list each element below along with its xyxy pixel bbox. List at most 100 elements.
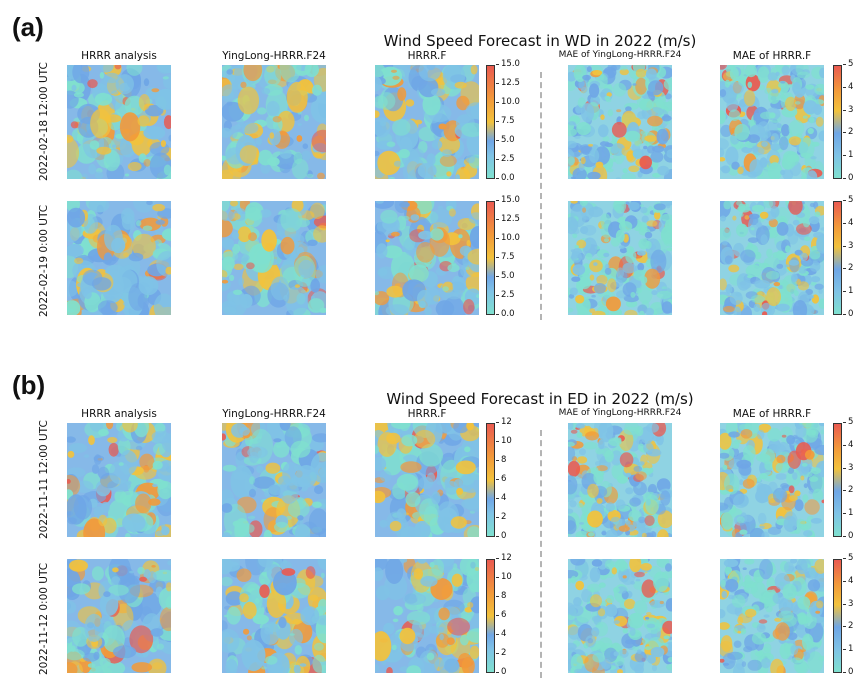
field-blob bbox=[772, 487, 788, 503]
field-blob bbox=[110, 576, 121, 587]
field-blob bbox=[108, 584, 129, 596]
field-blob bbox=[748, 120, 755, 127]
field-blob bbox=[743, 646, 753, 653]
field-blob bbox=[157, 65, 171, 73]
field-blob bbox=[648, 205, 653, 211]
field-blob bbox=[625, 106, 632, 112]
field-blob bbox=[383, 622, 395, 635]
field-blob bbox=[645, 616, 650, 620]
field-blob bbox=[375, 291, 390, 306]
field-blob bbox=[797, 596, 811, 610]
field-blob bbox=[597, 300, 606, 307]
field-blob bbox=[317, 172, 325, 179]
field-blob bbox=[467, 602, 474, 609]
field-blob bbox=[739, 212, 744, 217]
field-blob bbox=[129, 570, 134, 574]
field-blob bbox=[67, 600, 77, 614]
field-blob bbox=[628, 201, 640, 211]
column-title: MAE of YingLong-HRRR.F24 bbox=[558, 408, 682, 418]
field-blob bbox=[107, 437, 118, 443]
field-blob bbox=[470, 596, 479, 614]
field-blob bbox=[273, 438, 282, 443]
field-blob bbox=[780, 81, 786, 84]
field-blob bbox=[274, 521, 289, 533]
field-blob bbox=[608, 437, 622, 447]
field-blob bbox=[226, 606, 241, 625]
field-blob bbox=[145, 105, 164, 117]
field-blob bbox=[652, 664, 657, 672]
field-blob bbox=[82, 269, 103, 286]
field-blob bbox=[280, 561, 292, 570]
field-blob bbox=[615, 499, 626, 510]
field-blob bbox=[792, 82, 801, 94]
field-blob bbox=[426, 153, 436, 166]
field-blob bbox=[661, 286, 668, 290]
field-blob bbox=[810, 517, 823, 524]
field-blob bbox=[423, 505, 439, 526]
field-blob bbox=[155, 219, 166, 225]
field-blob bbox=[616, 109, 622, 113]
field-blob bbox=[645, 307, 655, 315]
column-title: HRRR analysis bbox=[81, 408, 157, 420]
field-blob bbox=[222, 620, 228, 632]
field-blob bbox=[114, 65, 122, 70]
field-blob bbox=[634, 138, 642, 147]
field-blob bbox=[241, 122, 259, 134]
field-blob bbox=[233, 289, 243, 295]
field-blob bbox=[380, 209, 398, 224]
field-blob bbox=[248, 232, 257, 242]
field-blob bbox=[791, 273, 798, 283]
field-blob bbox=[241, 639, 266, 672]
field-blob bbox=[573, 597, 582, 607]
field-blob bbox=[809, 249, 821, 260]
field-blob bbox=[406, 665, 422, 673]
field-blob bbox=[742, 478, 755, 489]
field-blob bbox=[587, 583, 601, 593]
field-blob bbox=[640, 206, 648, 214]
field-blob bbox=[476, 294, 479, 298]
field-blob bbox=[152, 460, 163, 470]
field-blob bbox=[728, 264, 740, 273]
field-blob bbox=[447, 617, 470, 636]
field-blob bbox=[416, 242, 435, 263]
field-blob bbox=[375, 201, 384, 204]
field-blob bbox=[69, 559, 88, 572]
field-blob bbox=[663, 78, 672, 91]
field-blob bbox=[617, 474, 628, 484]
field-blob bbox=[810, 473, 824, 492]
field-blob bbox=[398, 148, 410, 159]
chart-title: Wind Speed Forecast in ED in 2022 (m/s) bbox=[386, 390, 694, 408]
colorbar-tick-label: 0 bbox=[842, 531, 854, 541]
field-blob bbox=[604, 95, 611, 101]
field-blob bbox=[630, 581, 635, 585]
field-blob bbox=[159, 606, 171, 632]
field-blob bbox=[640, 563, 652, 571]
field-blob bbox=[167, 560, 171, 566]
field-blob bbox=[314, 485, 324, 495]
field-blob bbox=[781, 434, 787, 438]
field-blob bbox=[582, 237, 598, 258]
field-blob bbox=[747, 242, 753, 248]
field-blob bbox=[790, 657, 802, 664]
field-blob bbox=[94, 171, 104, 179]
field-blob bbox=[239, 145, 260, 164]
field-blob bbox=[379, 120, 387, 127]
field-blob bbox=[747, 81, 753, 88]
field-blob bbox=[591, 310, 606, 315]
field-blob bbox=[424, 306, 432, 315]
field-blob bbox=[758, 619, 768, 624]
field-blob bbox=[568, 626, 582, 640]
heatmap-cell bbox=[67, 559, 171, 673]
field-blob bbox=[723, 305, 735, 313]
field-blob bbox=[135, 445, 143, 451]
field-blob bbox=[628, 509, 642, 522]
field-image bbox=[222, 423, 326, 537]
field-blob bbox=[446, 637, 455, 645]
field-blob bbox=[136, 220, 142, 227]
field-blob bbox=[570, 176, 576, 179]
field-blob bbox=[595, 465, 608, 472]
field-blob bbox=[744, 215, 750, 220]
field-blob bbox=[647, 654, 656, 664]
field-blob bbox=[568, 441, 575, 447]
field-blob bbox=[636, 255, 642, 259]
